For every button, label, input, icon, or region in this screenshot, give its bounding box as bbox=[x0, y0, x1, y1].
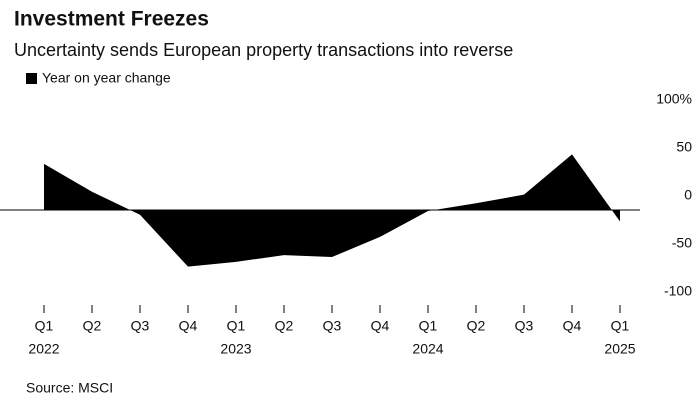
y-tick-label: 50 bbox=[676, 139, 692, 155]
y-tick-label: 0 bbox=[684, 187, 692, 203]
x-tick-label: Q2 bbox=[467, 318, 486, 334]
x-tick-label: Q4 bbox=[179, 318, 198, 334]
x-year-label: 2024 bbox=[412, 341, 443, 357]
x-tick-label: Q1 bbox=[611, 318, 630, 334]
y-tick-label: -50 bbox=[672, 235, 692, 251]
x-year-label: 2022 bbox=[28, 341, 59, 357]
x-tick-label: Q3 bbox=[131, 318, 150, 334]
x-tick-label: Q4 bbox=[371, 318, 390, 334]
source: Source: MSCI bbox=[26, 380, 113, 396]
x-tick-label: Q3 bbox=[323, 318, 342, 334]
x-tick-label: Q1 bbox=[227, 318, 246, 334]
x-tick-label: Q1 bbox=[419, 318, 438, 334]
legend-swatch bbox=[26, 73, 37, 84]
x-tick-label: Q2 bbox=[275, 318, 294, 334]
x-year-label: 2025 bbox=[604, 341, 635, 357]
legend-label: Year on year change bbox=[42, 70, 171, 86]
x-tick-label: Q3 bbox=[515, 318, 534, 334]
x-tick-label: Q4 bbox=[563, 318, 582, 334]
x-tick-label: Q1 bbox=[35, 318, 54, 334]
y-tick-label: 100% bbox=[656, 91, 692, 107]
x-tick-label: Q2 bbox=[83, 318, 102, 334]
chart-subtitle: Uncertainty sends European property tran… bbox=[14, 40, 513, 60]
x-year-label: 2023 bbox=[220, 341, 251, 357]
chart-title: Investment Freezes bbox=[14, 8, 209, 31]
y-tick-label: -100 bbox=[664, 283, 692, 299]
